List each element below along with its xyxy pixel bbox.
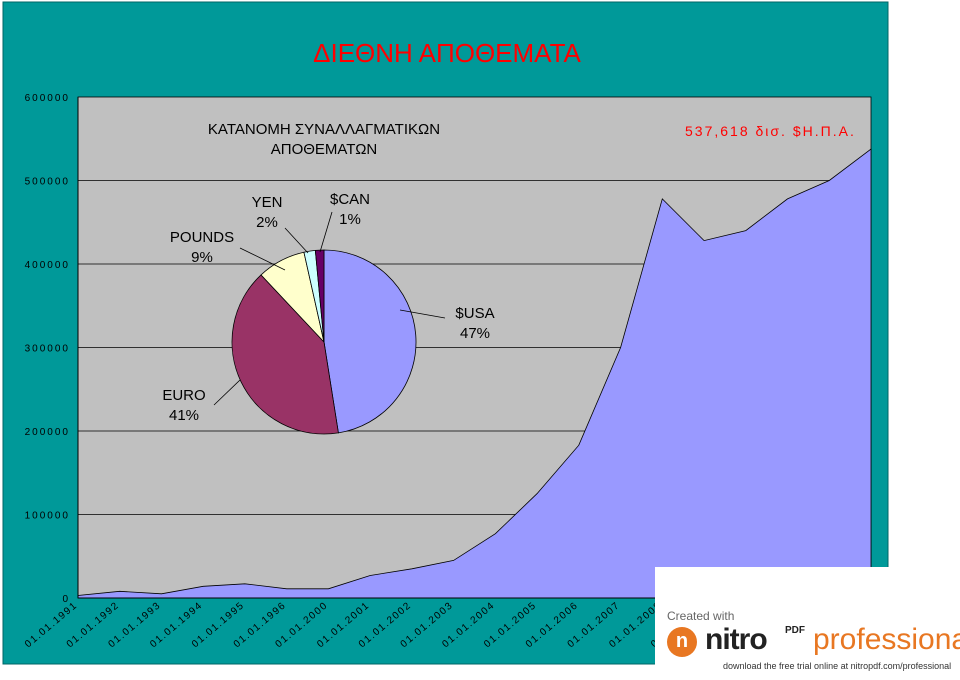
y-tick-label: 300000 (25, 344, 70, 355)
pie-label-pounds-pct: 9% (191, 249, 213, 266)
total-annotation: 537,618 δισ. $Η.Π.Α. (685, 123, 856, 139)
y-tick-label: 600000 (25, 93, 70, 104)
y-tick-label: 0 (62, 594, 70, 605)
nitro-watermark: Created with n nitro PDF professional do… (655, 567, 960, 675)
pie-label-usa-name: $USA (455, 305, 494, 322)
pie-label-yen-pct: 2% (256, 214, 278, 231)
leader-euro (213, 379, 241, 406)
reserves-area (77, 148, 872, 599)
watermark-pdf: PDF (785, 625, 805, 636)
pie-label-euro-name: EURO (162, 387, 205, 404)
watermark-download-text: download the free trial online at nitrop… (723, 661, 952, 671)
leader-usa (399, 309, 446, 319)
y-tick-label: 100000 (25, 511, 70, 522)
leader-can (319, 211, 333, 253)
pie-slice (314, 249, 325, 343)
pie-label-euro-pct: 41% (169, 407, 199, 424)
y-tick-label: 400000 (25, 260, 70, 271)
pie-label-can-name: $CAN (330, 191, 370, 208)
pie-label-pounds-name: POUNDS (170, 229, 234, 246)
nitro-logo-icon: n (667, 627, 697, 657)
pie-title-line1: ΚΑΤΑΝΟΜΗ ΣΥΝΑΛΛΑΓΜΑΤΙΚΩΝ (208, 121, 440, 138)
y-tick-label: 500000 (25, 177, 70, 188)
y-tick-label: 200000 (25, 427, 70, 438)
pie-slice (323, 249, 417, 434)
pie-label-can-pct: 1% (339, 211, 361, 228)
chart-title: ΔΙΕΘΝΗ ΑΠΟΘΕΜΑΤΑ (313, 38, 581, 68)
pie-label-yen-name: YEN (252, 194, 283, 211)
watermark-product: professional (813, 623, 960, 656)
leader-yen (284, 227, 309, 254)
watermark-brand: nitro (705, 623, 768, 656)
leader-pounds (239, 247, 286, 271)
pie-slice (231, 274, 339, 435)
pie-title-line2: ΑΠΟΘΕΜΑΤΩΝ (271, 141, 378, 158)
watermark-created-with: Created with (667, 609, 735, 623)
pie-label-usa-pct: 47% (460, 325, 490, 342)
